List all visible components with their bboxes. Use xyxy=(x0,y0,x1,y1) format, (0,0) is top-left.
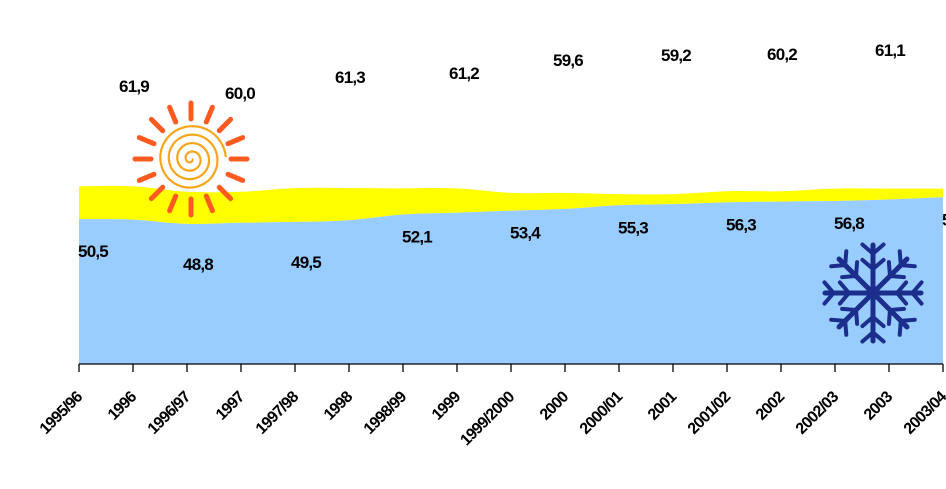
snowflake-branch xyxy=(910,280,924,295)
sun-ray xyxy=(216,184,234,202)
data-label-upper: 60,2 xyxy=(767,45,797,64)
snowflake-branch xyxy=(871,257,886,271)
sun-ray xyxy=(203,193,215,214)
snowflake-branch xyxy=(887,306,906,312)
x-tick-label: 1998/99 xyxy=(361,388,411,438)
x-tick-label: 2001/02 xyxy=(685,388,735,438)
x-tick-label: 2000/01 xyxy=(577,388,627,438)
x-axis xyxy=(78,363,944,372)
sun-ray xyxy=(167,193,179,214)
snowflake-branch xyxy=(887,274,906,280)
data-label-lower: 56,3 xyxy=(726,215,756,234)
x-tick-label: 1997 xyxy=(213,388,249,424)
x-tick-label: 2002 xyxy=(753,388,789,424)
x-tick-label: 1997/98 xyxy=(253,388,303,438)
area-upper-series xyxy=(79,185,943,225)
sun-ray xyxy=(203,104,215,125)
snowflake-branch xyxy=(840,274,859,280)
data-label-upper: 61,1 xyxy=(875,41,905,60)
x-tick-label: 2000 xyxy=(537,388,573,424)
sun-ray xyxy=(148,184,166,202)
data-label-lower: 56,8 xyxy=(834,214,864,233)
snowflake-branch xyxy=(860,315,875,329)
snowflake-branch xyxy=(886,260,892,279)
data-label-upper: 59,2 xyxy=(661,46,691,65)
data-labels: 50,5 48,8 49,5 52,1 53,4 55,3 56,3 56,8 58,1 61,9… xyxy=(78,41,946,274)
sun-ray xyxy=(136,135,157,147)
snowflake-branch xyxy=(871,315,886,329)
sun-ray xyxy=(136,171,157,183)
snowflake-branch xyxy=(910,291,924,306)
data-label-lower: 49,5 xyxy=(291,253,321,272)
data-label-lower: 55,3 xyxy=(618,218,648,237)
snowflake-branch xyxy=(886,307,892,326)
snowflake-branch xyxy=(897,318,903,337)
sun-ray xyxy=(225,171,246,183)
x-tick-label: 2003/04 xyxy=(901,388,946,438)
snowflake-branch xyxy=(837,291,851,306)
data-label-lower: 52,1 xyxy=(402,227,432,246)
snowflake-branch xyxy=(895,280,909,295)
x-tick-label: 1996/97 xyxy=(145,388,195,438)
x-tick-label: 2001 xyxy=(645,388,681,424)
snowflake-branch xyxy=(871,330,886,344)
snowflake-branch xyxy=(898,317,917,323)
sun-icon xyxy=(132,100,250,218)
sun-ray xyxy=(225,135,246,147)
data-label-lower: 48,8 xyxy=(183,255,213,274)
data-label-upper: 61,2 xyxy=(449,64,479,83)
snowflake-branch xyxy=(898,263,917,269)
snowflake-branch xyxy=(840,306,859,312)
x-tick-label: 1998 xyxy=(321,388,357,424)
x-tick-label: 2003 xyxy=(861,388,897,424)
data-label-upper: 59,6 xyxy=(553,51,583,70)
snowflake-branch xyxy=(829,317,848,323)
chart-areas xyxy=(79,185,943,364)
snowflake-branch xyxy=(822,280,836,295)
snowflake-branch xyxy=(895,291,909,306)
snowflake-branch xyxy=(843,249,849,268)
snowflake-branch xyxy=(860,257,875,271)
snowflake-branch xyxy=(860,330,875,344)
sun-ray xyxy=(216,116,234,134)
x-tick-label: 1999 xyxy=(429,388,465,424)
snowflake-branch xyxy=(854,260,860,279)
area-lower-series xyxy=(79,197,943,364)
snowflake-icon xyxy=(822,242,924,344)
x-tick-label: 1996 xyxy=(105,388,141,424)
data-label-upper: 61,3 xyxy=(335,68,365,87)
data-label-lower: 53,4 xyxy=(510,224,541,243)
snowflake-branch xyxy=(860,242,875,256)
x-tick-label: 2002/03 xyxy=(793,388,843,438)
x-tick-label: 1995/96 xyxy=(37,388,87,438)
sun-ray xyxy=(167,104,179,125)
x-tick-labels: 1995/96 1996 1996/97 1997 1997/98 1998 1998/99… xyxy=(37,388,946,449)
data-label-lower: 50,5 xyxy=(78,242,108,261)
snowflake-branch xyxy=(829,263,848,269)
x-tick-label: 1999/2000 xyxy=(457,388,518,449)
sun-ray xyxy=(148,116,166,134)
snowflake-center xyxy=(866,286,880,300)
snowflake-branch xyxy=(871,242,886,256)
sun-spiral xyxy=(159,125,227,189)
data-label-upper: 60,0 xyxy=(225,84,255,103)
snowflake-branch xyxy=(897,249,903,268)
snowflake-branch xyxy=(843,318,849,337)
data-label-upper: 61,9 xyxy=(119,77,149,96)
snowflake-branch xyxy=(837,280,851,295)
data-label-lower: 58,1 xyxy=(942,210,946,229)
snowflake-branch xyxy=(822,291,836,306)
snowflake-branch xyxy=(854,307,860,326)
